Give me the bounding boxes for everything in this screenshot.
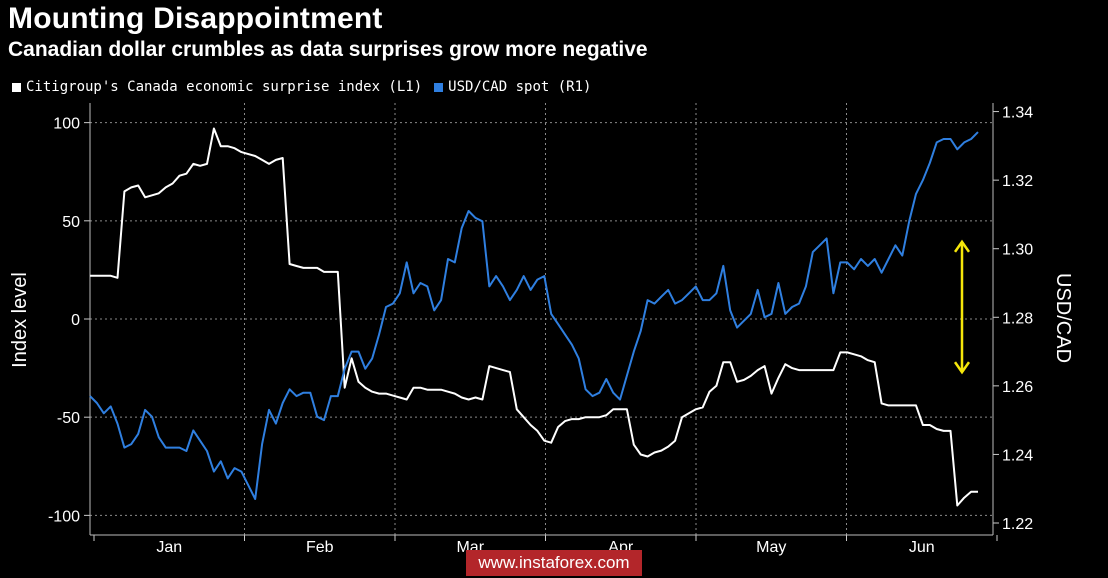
left-tick-label: 100 [53, 116, 80, 133]
tick-labels: 100 50 0 -50 -100 1.34 1.32 1.30 1.28 1.26 1.24 1.2… [48, 105, 1033, 578]
left-tick-label: -50 [57, 410, 80, 427]
axes [84, 103, 999, 541]
legend-label-usdcad: USD/CAD spot (R1) [448, 79, 592, 95]
right-tick-label: 1.26 [1002, 379, 1033, 396]
x-tick-label: Feb [306, 539, 334, 556]
grid-lines [90, 103, 993, 535]
right-tick-label: 1.32 [1002, 173, 1033, 190]
right-tick-label: 1.28 [1002, 310, 1033, 327]
legend: Citigroup's Canada economic surprise ind… [12, 79, 603, 95]
left-tick-label: -100 [48, 508, 80, 525]
annotation-arrow-head-down [953, 361, 971, 375]
x-tick-label: Jun [909, 539, 935, 556]
right-tick-label: 1.30 [1002, 242, 1033, 259]
watermark: www.instaforex.com [466, 550, 642, 576]
legend-item-surprise-index: Citigroup's Canada economic surprise ind… [12, 79, 422, 95]
legend-item-usdcad: USD/CAD spot (R1) [434, 79, 591, 95]
x-tick-label: May [756, 539, 786, 556]
annotation [953, 239, 971, 375]
right-axis-title: USD/CAD [1052, 273, 1074, 363]
left-tick-label: 50 [62, 214, 80, 231]
legend-label-surprise-index: Citigroup's Canada economic surprise ind… [26, 79, 423, 95]
series-line-surprise-index [90, 127, 978, 507]
right-tick-label: 1.24 [1002, 447, 1033, 464]
chart-title: Mounting Disappointment [8, 2, 383, 35]
x-tick-label: Jan [156, 539, 182, 556]
left-axis-title: Index level [9, 272, 31, 368]
legend-swatch-surprise-index [12, 82, 21, 92]
legend-swatch-usdcad [434, 82, 444, 92]
chart-subtitle: Canadian dollar crumbles as data surpris… [8, 38, 648, 61]
annotation-arrow-head-up [953, 239, 971, 253]
left-tick-label: 0 [71, 312, 80, 329]
right-tick-label: 1.22 [1002, 516, 1033, 533]
series-line-usdcad [89, 131, 979, 500]
series-lines [89, 127, 979, 507]
right-tick-label: 1.34 [1002, 105, 1033, 122]
